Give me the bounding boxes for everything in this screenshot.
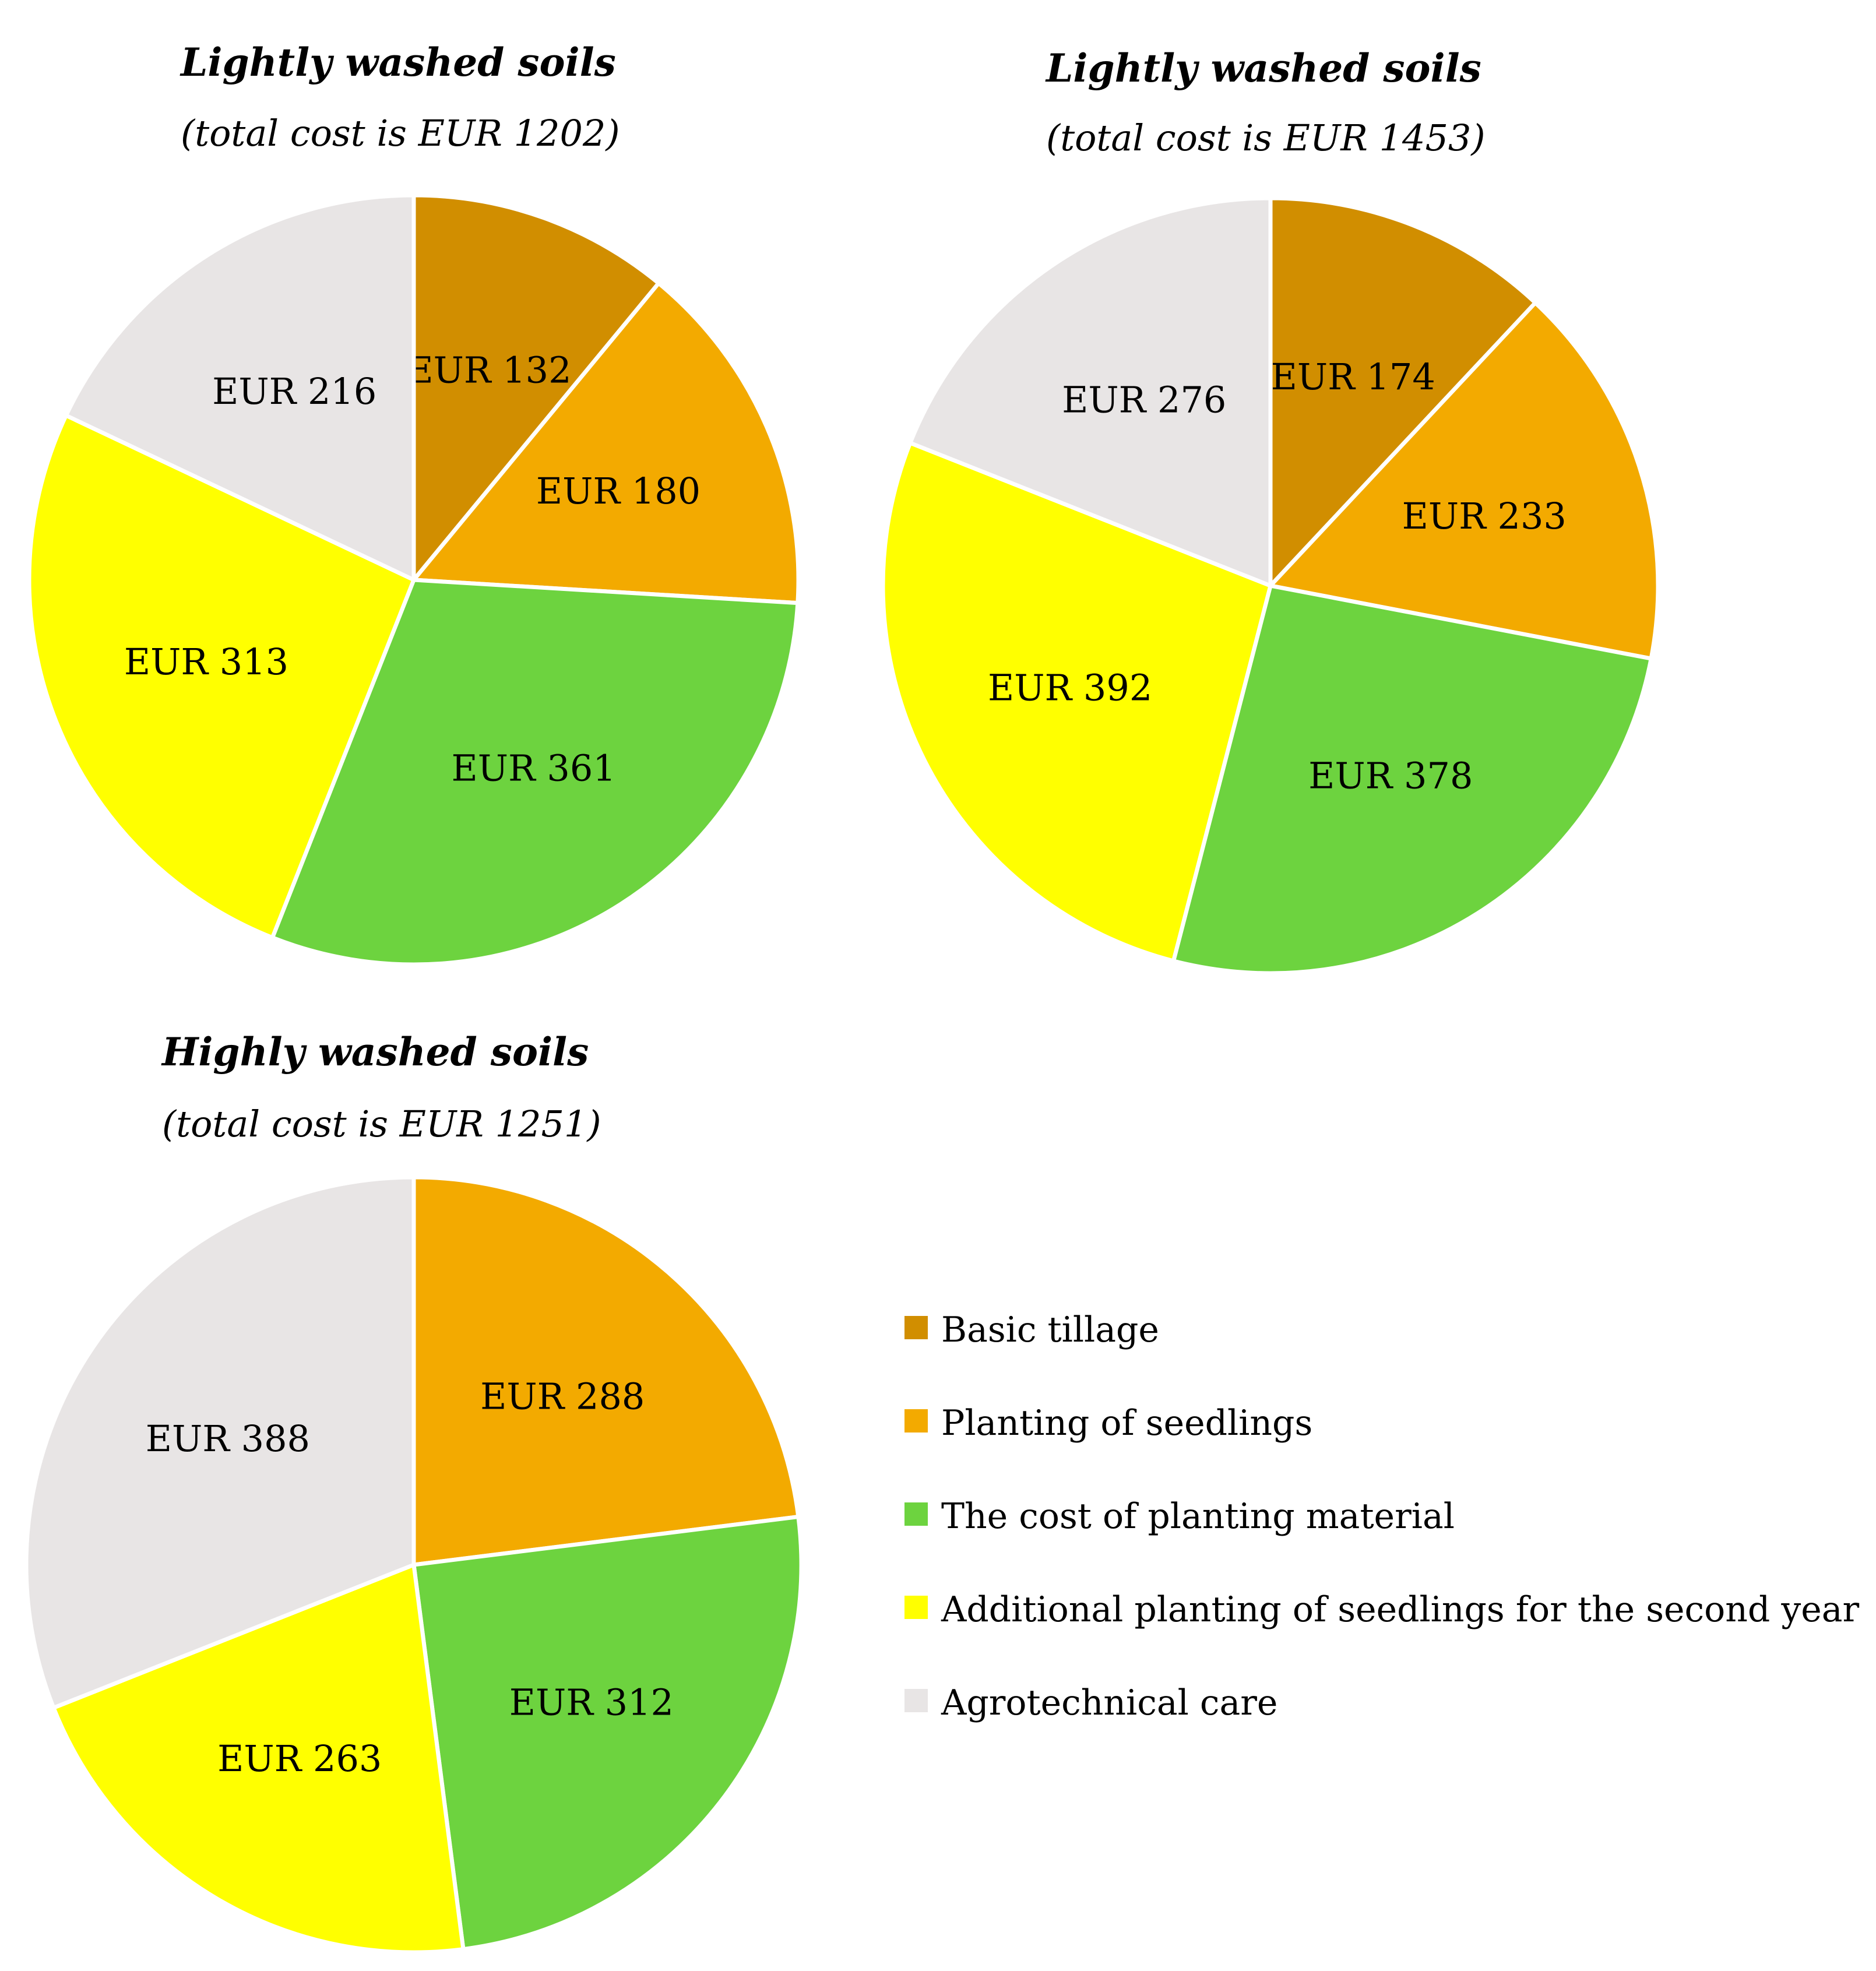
slice-data-label: EUR 388 [146,1417,310,1460]
chart-3-subtitle: (total cost is EUR 1251) [162,1103,601,1145]
slice-data-label: EUR 216 [212,370,376,413]
pie-slice [908,196,1273,588]
pie-slice [1268,196,1537,588]
legend-swatch [904,1409,928,1433]
pie-slice [1268,301,1660,661]
pie-slice [411,1515,804,1952]
pie-slice [881,441,1273,963]
pie-slice [1171,583,1653,976]
pie-slice [411,281,801,606]
slice-data-label: EUR 392 [988,666,1152,709]
slice-data-label: EUR 313 [124,640,288,683]
legend-label: Planting of seedlings [941,1403,1312,1444]
chart-1-subtitle: (total cost is EUR 1202) [181,112,620,154]
legend: Basic tillage Planting of seedlings The co… [904,1310,1860,1723]
slice-data-label: EUR 174 [1271,356,1435,398]
pie-chart-3: Highly washed soils (total cost is EUR 12… [24,1029,804,1955]
slice-data-label: EUR 233 [1402,495,1567,537]
pie-slice [64,193,416,582]
slice-data-label: EUR 288 [480,1375,645,1417]
pie-chart-1: Lightly washed soils (total cost is EUR 1… [27,40,801,967]
legend-swatch [904,1502,928,1526]
chart-2-subtitle: (total cost is EUR 1453) [1046,117,1486,159]
slice-data-label: EUR 180 [536,470,701,512]
legend-swatch [904,1596,928,1619]
legend-swatch [904,1689,928,1712]
slice-data-label: EUR 276 [1062,378,1226,421]
slice-data-label: EUR 312 [509,1681,674,1724]
chart-2-title: Lightly washed soils [1045,45,1481,91]
legend-label: Agrotechnical care [941,1683,1277,1723]
chart-3-title: Highly washed soils [161,1029,589,1075]
pie-slice [27,413,416,940]
legend-label: Basic tillage [941,1310,1159,1350]
pie-chart-2: Lightly washed soils (total cost is EUR 1… [881,45,1660,976]
slice-data-label: EUR 378 [1308,754,1473,797]
pie-slice [51,1562,466,1955]
pie-slice [411,193,661,582]
legend-swatch [904,1316,928,1339]
pie-slice [24,1175,416,1710]
pie-slice [270,578,800,967]
slice-data-label: EUR 132 [407,349,571,391]
pie-slice [411,1175,801,1567]
slice-data-label: EUR 361 [452,747,616,789]
legend-label: The cost of planting material [941,1496,1455,1537]
slice-data-label: EUR 263 [217,1737,382,1780]
legend-label: Additional planting of seedlings for the… [941,1589,1860,1630]
chart-1-title: Lightly washed soils [179,40,616,85]
